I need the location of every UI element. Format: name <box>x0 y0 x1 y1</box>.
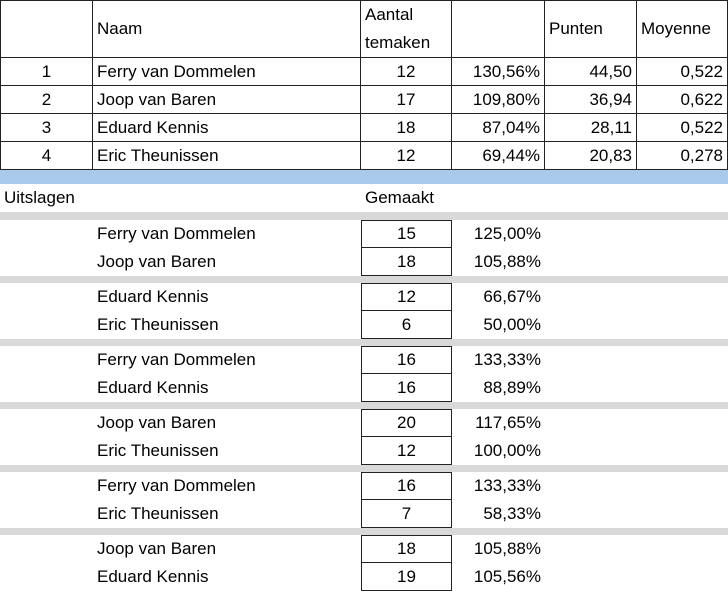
average: 0,522 <box>637 114 728 142</box>
percentage: 133,33% <box>473 476 541 495</box>
made-count: 12 <box>361 283 452 311</box>
made-count: 16 <box>361 472 452 500</box>
player-name: Joop van Baren <box>97 413 217 432</box>
average: 0,278 <box>637 142 728 170</box>
percentage: 100,00% <box>473 441 541 460</box>
player-name: Eric Theunissen <box>97 441 219 460</box>
percentage: 105,56% <box>473 567 541 586</box>
made-count: 18 <box>361 535 452 563</box>
separator-band <box>0 465 728 472</box>
points: 44,50 <box>545 58 637 86</box>
made-count: 12 <box>361 437 452 465</box>
average: 0,522 <box>637 58 728 86</box>
player-name: Eduard Kennis <box>97 287 209 306</box>
percentage: 105,88% <box>473 539 541 558</box>
rank: 3 <box>0 114 93 142</box>
made-count: 6 <box>361 311 452 339</box>
player-name: Ferry van Dommelen <box>93 58 361 86</box>
player-name: Ferry van Dommelen <box>97 350 256 369</box>
player-name: Joop van Baren <box>93 86 361 114</box>
games-count: 17 <box>361 86 452 114</box>
points: 36,94 <box>545 86 637 114</box>
header-cell-empty <box>452 0 545 58</box>
rank: 2 <box>0 86 93 114</box>
column-label: Gemaakt <box>365 188 434 207</box>
percentage: 117,65% <box>475 413 541 432</box>
percentage: 87,04% <box>452 114 545 142</box>
rank: 4 <box>0 142 93 170</box>
games-count: 18 <box>361 114 452 142</box>
games-count: 12 <box>361 142 452 170</box>
percentage: 88,89% <box>483 378 541 397</box>
player-name: Eric Theunissen <box>97 315 219 334</box>
made-count: 16 <box>361 374 452 402</box>
made-count: 20 <box>361 409 452 437</box>
rank: 1 <box>0 58 93 86</box>
header-cell: Aantal temaken <box>361 0 452 58</box>
section-title: Uitslagen <box>4 188 75 207</box>
player-name: Eduard Kennis <box>97 567 209 586</box>
percentage: 109,80% <box>452 86 545 114</box>
player-name: Ferry van Dommelen <box>97 224 256 243</box>
percentage: 69,44% <box>452 142 545 170</box>
player-name: Eduard Kennis <box>93 114 361 142</box>
separator-band <box>0 528 728 535</box>
made-count: 19 <box>361 563 452 591</box>
points: 20,83 <box>545 142 637 170</box>
separator-band <box>0 212 728 220</box>
player-name: Eric Theunissen <box>93 142 361 170</box>
percentage: 66,67% <box>483 287 541 306</box>
player-name: Ferry van Dommelen <box>97 476 256 495</box>
header-cell: Punten <box>545 0 637 58</box>
percentage: 125,00% <box>473 224 541 243</box>
header-cell: Moyenne <box>637 0 728 58</box>
percentage: 58,33% <box>483 504 541 523</box>
separator-band <box>0 276 728 283</box>
player-name: Joop van Baren <box>97 252 217 271</box>
made-count: 7 <box>361 500 452 528</box>
header-cell-empty <box>0 0 93 58</box>
player-name: Eric Theunissen <box>97 504 219 523</box>
games-count: 12 <box>361 58 452 86</box>
percentage: 133,33% <box>473 350 541 369</box>
separator-band <box>0 339 728 346</box>
made-count: 15 <box>361 220 452 248</box>
points: 28,11 <box>545 114 637 142</box>
percentage: 130,56% <box>452 58 545 86</box>
percentage: 50,00% <box>483 315 541 334</box>
separator-band <box>0 402 728 409</box>
made-count: 18 <box>361 248 452 276</box>
header-cell: Naam <box>93 0 361 58</box>
made-count: 16 <box>361 346 452 374</box>
separator-band <box>0 170 728 184</box>
average: 0,622 <box>637 86 728 114</box>
player-name: Eduard Kennis <box>97 378 209 397</box>
percentage: 105,88% <box>473 252 541 271</box>
player-name: Joop van Baren <box>97 539 217 558</box>
